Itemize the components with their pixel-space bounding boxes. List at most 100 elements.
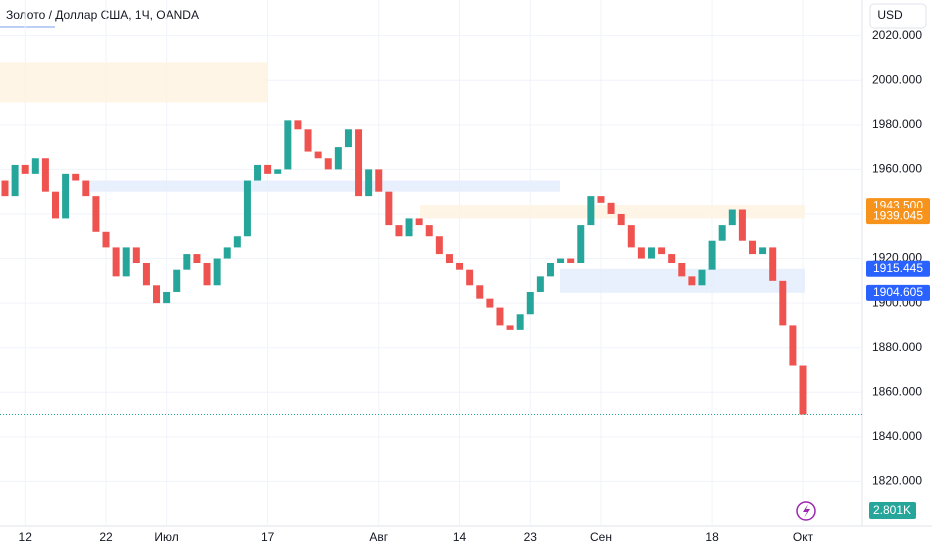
- candle: [203, 263, 211, 286]
- candle: [82, 180, 90, 197]
- candle: [577, 225, 585, 263]
- candle: [52, 191, 60, 219]
- x-tick-label: 12: [19, 530, 33, 544]
- y-tick-label: 2000.000: [872, 72, 922, 86]
- candle: [789, 325, 797, 366]
- events-icon-bolt[interactable]: [803, 504, 810, 518]
- y-tick-label: 1820.000: [872, 474, 922, 488]
- candle: [142, 263, 150, 286]
- candle: [274, 169, 282, 174]
- candle: [779, 280, 787, 326]
- candle: [324, 158, 332, 170]
- candle: [213, 258, 221, 286]
- x-tick-label: Июл: [154, 530, 178, 544]
- candle: [738, 209, 746, 241]
- candle: [314, 151, 322, 159]
- volume-tag: [869, 502, 916, 519]
- candle: [344, 129, 352, 148]
- candle: [163, 291, 171, 304]
- candle: [243, 180, 251, 237]
- candle: [122, 247, 130, 277]
- x-tick-label: 18: [705, 530, 719, 544]
- candle: [395, 225, 403, 237]
- x-tick-label: Авг: [369, 530, 388, 544]
- candle: [132, 247, 140, 263]
- price-tag: [866, 260, 930, 277]
- x-tick-label: 23: [524, 530, 538, 544]
- candle: [223, 247, 231, 259]
- candle: [536, 276, 544, 292]
- candle: [21, 164, 29, 174]
- candle: [254, 164, 262, 181]
- x-tick-label: 22: [99, 530, 113, 544]
- candle: [718, 225, 726, 241]
- candle: [173, 269, 181, 292]
- candle: [516, 314, 524, 330]
- candle: [668, 254, 676, 263]
- zone: [0, 62, 268, 103]
- candle: [405, 218, 413, 237]
- y-tick-label: 1840.000: [872, 429, 922, 443]
- candle: [647, 247, 655, 259]
- candle: [637, 247, 645, 259]
- chart-title: Золото / Доллар США, 1Ч, OANDA: [6, 8, 199, 22]
- candle: [62, 173, 70, 219]
- candle: [587, 196, 595, 226]
- currency-button[interactable]: [869, 3, 927, 29]
- candle: [41, 158, 49, 192]
- candle: [153, 285, 161, 304]
- candle: [476, 285, 484, 299]
- candle: [466, 269, 474, 286]
- candle: [365, 169, 373, 197]
- candle: [506, 325, 514, 330]
- candle: [233, 236, 241, 248]
- candle: [688, 276, 696, 286]
- x-tick-label: Окт: [793, 530, 814, 544]
- price-tag-label: 1915.445: [873, 261, 923, 275]
- candle: [415, 218, 423, 226]
- candle: [698, 269, 706, 286]
- candle: [748, 240, 756, 255]
- price-tag-label: 1939.045: [873, 208, 923, 222]
- price-tag: [866, 284, 930, 301]
- candle: [456, 263, 464, 270]
- candle: [526, 291, 534, 315]
- candle: [799, 365, 807, 415]
- price-tag: [866, 208, 930, 225]
- candle: [304, 129, 312, 152]
- candle: [486, 298, 494, 308]
- candle: [425, 225, 433, 237]
- candle: [607, 202, 615, 214]
- y-tick-label: 1960.000: [872, 162, 922, 176]
- volume-tag-label: 2.801K: [873, 503, 911, 517]
- candle: [769, 247, 777, 281]
- candle: [678, 263, 686, 277]
- candle: [294, 120, 302, 130]
- y-tick-label: 2020.000: [872, 28, 922, 42]
- candle: [496, 307, 504, 326]
- candle: [617, 213, 625, 226]
- candle: [193, 254, 201, 263]
- candle: [284, 120, 292, 170]
- candle: [72, 173, 80, 181]
- candle: [708, 240, 716, 270]
- candle: [375, 169, 383, 192]
- candle: [385, 191, 393, 226]
- x-tick-label: 17: [261, 530, 275, 544]
- candle: [567, 258, 575, 263]
- currency-label[interactable]: USD: [877, 8, 903, 22]
- candle: [759, 247, 767, 255]
- candle: [658, 247, 666, 255]
- x-tick-label: Сен: [590, 530, 612, 544]
- candle: [546, 263, 554, 277]
- candle: [11, 164, 19, 197]
- candle: [445, 254, 453, 263]
- x-tick-label: 14: [453, 530, 467, 544]
- y-tick-label: 1860.000: [872, 384, 922, 398]
- candle: [1, 180, 9, 197]
- candle: [264, 164, 272, 174]
- candle: [334, 147, 342, 170]
- y-tick-label: 1880.000: [872, 340, 922, 354]
